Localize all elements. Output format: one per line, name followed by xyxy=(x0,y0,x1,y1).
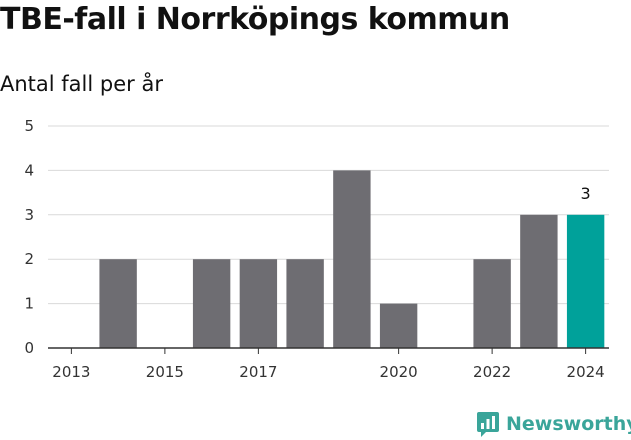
bar-2020 xyxy=(379,303,418,348)
bar-2022 xyxy=(473,259,511,348)
bar-2014 xyxy=(99,259,137,348)
bar-2017 xyxy=(239,259,278,348)
bars: 3 xyxy=(99,170,605,348)
x-tick-label-2013: 2013 xyxy=(52,363,90,381)
data-label-2024: 3 xyxy=(581,184,591,203)
y-tick-label-0: 0 xyxy=(24,339,34,357)
chart-subtitle: Antal fall per år xyxy=(0,72,163,96)
bar-chart: 3 0 1 2 3 4 5 2013 2015 2017 2020 2022 2024 xyxy=(24,117,609,381)
x-tick-labels: 2013 2015 2017 2020 2022 2024 xyxy=(52,348,605,381)
x-tick-label-2020: 2020 xyxy=(380,363,418,381)
y-tick-label-2: 2 xyxy=(24,250,34,268)
x-tick-label-2017: 2017 xyxy=(239,363,277,381)
bar-2018 xyxy=(286,259,324,348)
y-tick-label-5: 5 xyxy=(24,117,34,135)
y-tick-label-3: 3 xyxy=(24,206,34,224)
y-tick-label-4: 4 xyxy=(24,161,34,179)
bar-2024 xyxy=(566,214,605,348)
bar-2019 xyxy=(333,170,371,348)
brand: Newsworthy xyxy=(476,408,631,440)
x-tick-label-2024: 2024 xyxy=(567,363,605,381)
bar-2016 xyxy=(192,259,231,348)
brand-name: Newsworthy xyxy=(506,413,631,435)
chart-title: TBE-fall i Norrköpings kommun xyxy=(0,2,510,37)
x-tick-label-2022: 2022 xyxy=(473,363,511,381)
y-tick-label-1: 1 xyxy=(24,295,34,313)
newsworthy-logo-icon xyxy=(477,412,499,437)
x-tick-label-2015: 2015 xyxy=(146,363,184,381)
y-grid xyxy=(48,125,609,305)
bar-2023 xyxy=(520,214,558,348)
y-tick-labels: 0 1 2 3 4 5 xyxy=(24,117,34,357)
